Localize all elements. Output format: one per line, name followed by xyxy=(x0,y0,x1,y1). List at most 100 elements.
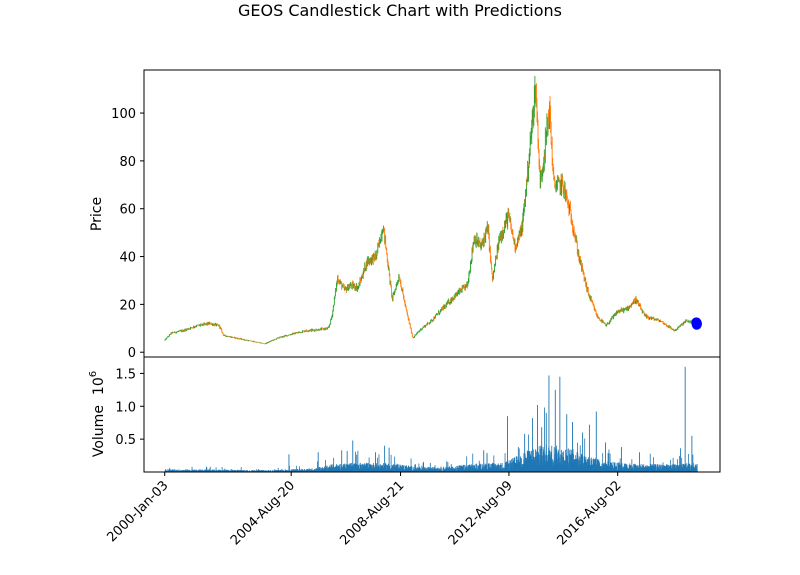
volume-bar-1584 xyxy=(520,456,521,472)
volume-bar-942 xyxy=(376,463,377,472)
price-ytick-label-1: 20 xyxy=(119,298,136,313)
volume-bar-1463 xyxy=(493,464,494,472)
volume-bar-1182 xyxy=(429,462,431,472)
volume-bar-2177 xyxy=(653,457,655,472)
volume-bar-2366 xyxy=(695,464,697,472)
volume-bar-1797 xyxy=(567,448,569,472)
volume-bar-1503 xyxy=(501,469,503,472)
volume-bar-1731 xyxy=(553,462,554,472)
volume-bar-1481 xyxy=(497,464,498,472)
volume-y-label: Volume 106 xyxy=(88,371,107,457)
volume-bar-394 xyxy=(253,470,254,472)
volume-bar-2228 xyxy=(664,466,666,472)
volume-bar-504 xyxy=(277,467,279,472)
volume-bar-646 xyxy=(309,469,311,472)
volume-bar-1248 xyxy=(444,468,446,472)
volume-bar-1870 xyxy=(584,438,586,472)
volume-bar-204 xyxy=(210,470,212,472)
volume-bar-3 xyxy=(165,469,167,472)
volume-bar-789 xyxy=(341,467,343,472)
volume-bar-1490 xyxy=(499,465,500,472)
volume-bar-1671 xyxy=(539,454,541,472)
volume-bar-537 xyxy=(285,470,287,472)
volume-bar-1575 xyxy=(518,461,519,472)
volume-bar-1031 xyxy=(396,466,397,472)
volume-bar-404 xyxy=(255,470,257,472)
x-tick-label-1: 2004-Aug-20 xyxy=(228,478,298,548)
volume-bar-1842 xyxy=(578,458,579,472)
volume-bar-2339 xyxy=(689,466,691,472)
volume-bar-2264 xyxy=(672,457,674,472)
volume-bar-854 xyxy=(356,454,358,472)
volume-spike-2 xyxy=(341,450,343,472)
volume-bar-257 xyxy=(222,470,224,472)
volume-bar-391 xyxy=(252,469,254,472)
volume-bar-2181 xyxy=(654,466,655,472)
volume-bar-159 xyxy=(200,470,202,472)
volume-bar-2066 xyxy=(628,468,630,472)
volume-spike-29 xyxy=(691,435,693,472)
volume-bar-1985 xyxy=(610,462,611,472)
volume-bar-1545 xyxy=(511,467,513,472)
volume-bar-803 xyxy=(344,468,346,472)
volume-bar-213 xyxy=(212,469,214,472)
volume-bar-673 xyxy=(315,468,317,472)
volume-bar-1319 xyxy=(460,465,462,472)
volume-spike-8 xyxy=(483,450,485,472)
volume-bar-1 xyxy=(164,469,166,472)
volume-bar-2021 xyxy=(618,463,619,472)
volume-bar-1996 xyxy=(612,461,614,472)
volume-bar-1723 xyxy=(551,445,553,472)
volume-bar-1950 xyxy=(602,453,604,472)
volume-bar-529 xyxy=(283,470,285,472)
volume-bar-472 xyxy=(270,470,272,472)
volume-bar-2223 xyxy=(663,465,665,472)
volume-bar-1096 xyxy=(410,458,412,472)
volume-bar-1812 xyxy=(571,449,573,472)
volume-bar-1330 xyxy=(463,464,464,472)
volume-bar-1806 xyxy=(569,455,571,472)
volume-bar-54 xyxy=(176,469,178,472)
volume-scale-exponent: 6 xyxy=(88,371,99,377)
volume-bar-5 xyxy=(165,470,167,472)
volume-bar-2134 xyxy=(643,467,645,472)
volume-bar-1040 xyxy=(398,467,399,472)
volume-bar-975 xyxy=(383,466,385,472)
volume-bar-2337 xyxy=(689,463,690,472)
volume-bar-2371 xyxy=(696,463,698,472)
volume-bar-408 xyxy=(256,469,258,472)
volume-bar-264 xyxy=(223,470,225,472)
volume-bar-1310 xyxy=(458,465,460,472)
volume-bar-521 xyxy=(281,468,283,472)
volume-bar-1268 xyxy=(449,466,451,472)
volume-bar-1572 xyxy=(517,456,519,472)
volume-bar-2362 xyxy=(694,464,696,472)
volume-bar-1496 xyxy=(500,463,502,472)
volume-bar-299 xyxy=(231,469,233,472)
volume-bar-201 xyxy=(209,466,211,472)
volume-bar-1676 xyxy=(540,448,542,472)
volume-bar-1033 xyxy=(396,463,398,472)
volume-bar-1258 xyxy=(447,467,448,472)
volume-bar-2330 xyxy=(687,468,689,472)
x-tick-label-3: 2012-Aug-09 xyxy=(446,478,516,548)
volume-bar-117 xyxy=(190,470,192,472)
volume-spike-22 xyxy=(588,424,590,472)
volume-bar-797 xyxy=(343,464,345,472)
volume-bar-1150 xyxy=(422,462,424,472)
volume-bar-311 xyxy=(234,470,236,472)
x-tick-label-0: 2000-Jan-03 xyxy=(105,478,172,545)
volume-bar-1754 xyxy=(558,453,560,472)
volume-bar-2024 xyxy=(618,462,620,472)
volume-bar-2209 xyxy=(660,466,662,472)
volume-bar-333 xyxy=(239,469,241,472)
volume-bar-87 xyxy=(184,470,186,472)
volume-bar-99 xyxy=(186,469,188,472)
volume-bar-1076 xyxy=(406,465,407,472)
volume-bar-188 xyxy=(206,469,208,472)
volume-bar-317 xyxy=(235,470,237,472)
volume-bar-547 xyxy=(287,470,289,472)
volume-bar-345 xyxy=(242,470,243,472)
volume-bar-1724 xyxy=(551,462,553,472)
volume-bar-479 xyxy=(272,470,273,472)
